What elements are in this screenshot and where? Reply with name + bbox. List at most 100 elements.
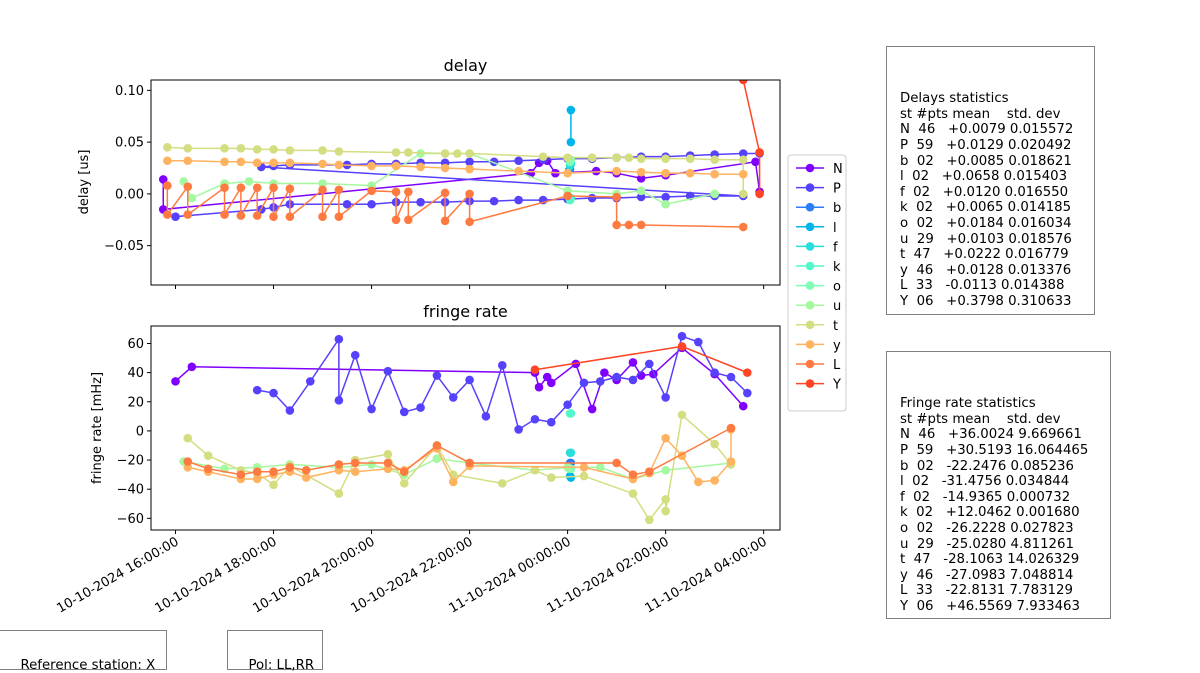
legend-swatch-marker [806, 281, 815, 290]
data-point [453, 149, 462, 158]
data-point [416, 403, 425, 412]
delay-stat-row: Y 06 +0.3798 0.310633 [900, 294, 1081, 310]
legend-swatch-marker [806, 379, 815, 388]
data-point [237, 470, 246, 479]
y-tick-label: −0.05 [104, 239, 144, 254]
data-point [183, 144, 192, 153]
data-point [710, 476, 719, 485]
data-point [547, 473, 556, 482]
data-point [755, 190, 764, 199]
data-point [253, 183, 262, 192]
series-t [163, 143, 748, 198]
data-point [163, 210, 172, 219]
data-point [539, 152, 548, 161]
legend-label: N [833, 162, 843, 177]
data-point [490, 197, 499, 206]
data-point [514, 425, 523, 434]
legend-swatch-marker [806, 262, 815, 271]
data-point [739, 223, 748, 232]
data-point [743, 368, 752, 377]
data-point [678, 332, 687, 341]
data-point [563, 169, 572, 178]
series-L [183, 424, 735, 479]
data-point [661, 169, 670, 178]
rate-stats-box: Fringe rate statistics st #pts mean std. … [886, 351, 1111, 619]
data-point [567, 138, 576, 147]
delay-yticks: −0.05 0.00 0.05 0.10 [104, 84, 151, 254]
data-point [384, 367, 393, 376]
legend-label: k [833, 260, 841, 275]
data-point [306, 377, 315, 386]
delay-stat-row: b 02 +0.0085 0.018621 [900, 154, 1081, 170]
data-point [237, 157, 246, 166]
data-point [531, 365, 540, 374]
data-point [171, 377, 180, 386]
rate-stat-row: k 02 +12.0462 0.001680 [900, 505, 1097, 521]
series-f [566, 448, 575, 457]
y-tick-label: 0.05 [115, 136, 144, 151]
delay-stat-row: k 02 +0.0065 0.014185 [900, 200, 1081, 216]
legend-label: y [833, 338, 841, 353]
data-point [237, 144, 246, 153]
data-point [318, 212, 327, 221]
legend-label: l [833, 221, 837, 236]
legend-label: P [833, 182, 841, 197]
data-point [449, 393, 458, 402]
legend-label: b [833, 201, 841, 216]
data-point [739, 170, 748, 179]
data-point [286, 463, 295, 472]
data-point [727, 457, 736, 466]
data-point [661, 200, 670, 209]
data-point [694, 338, 703, 347]
data-point [351, 467, 360, 476]
polarization-label: Pol: LL,RR [248, 658, 314, 673]
delay-stat-row: y 46 +0.0128 0.013376 [900, 263, 1081, 279]
data-point [183, 457, 192, 466]
data-point [204, 451, 213, 460]
y-tick-label: −40 [117, 483, 144, 498]
data-point [220, 210, 229, 219]
rate-stat-row: N 46 +36.0024 9.669661 [900, 427, 1097, 443]
data-point [269, 183, 278, 192]
rate-stat-row: b 02 -22.2476 0.085236 [900, 459, 1097, 475]
data-point [710, 368, 719, 377]
legend-label: u [833, 299, 841, 314]
y-tick-label: 40 [127, 366, 144, 381]
data-point [335, 396, 344, 405]
data-point [188, 194, 197, 203]
data-point [253, 467, 262, 476]
data-point [694, 478, 703, 487]
data-point [204, 465, 213, 474]
data-point [547, 379, 556, 388]
data-point [588, 153, 597, 162]
data-point [567, 106, 576, 115]
rate-stat-row: t 47 -28.1063 14.026329 [900, 552, 1097, 568]
data-point [567, 409, 576, 418]
data-point [367, 460, 376, 469]
data-point [269, 467, 278, 476]
data-point [286, 212, 295, 221]
legend-swatch-marker [806, 183, 815, 192]
y-tick-label: 20 [127, 395, 144, 410]
data-point [335, 185, 344, 194]
data-point [661, 393, 670, 402]
data-point [335, 335, 344, 344]
data-point [400, 479, 409, 488]
data-point [183, 156, 192, 165]
data-point [441, 149, 450, 158]
data-point [637, 221, 646, 230]
rate-stat-row: y 46 -27.0983 7.048814 [900, 568, 1097, 584]
data-point [400, 408, 409, 417]
data-point [318, 160, 327, 169]
data-point [482, 412, 491, 421]
data-point [400, 467, 409, 476]
data-point [433, 371, 442, 380]
data-point [661, 466, 670, 475]
data-point [612, 373, 621, 382]
legend-swatch-marker [806, 360, 815, 369]
rate-stats-title: Fringe rate statistics [900, 396, 1097, 412]
data-point [498, 361, 507, 370]
reference-station-label: Reference station: X [20, 658, 155, 673]
data-point [318, 146, 327, 155]
series-l [567, 106, 576, 147]
